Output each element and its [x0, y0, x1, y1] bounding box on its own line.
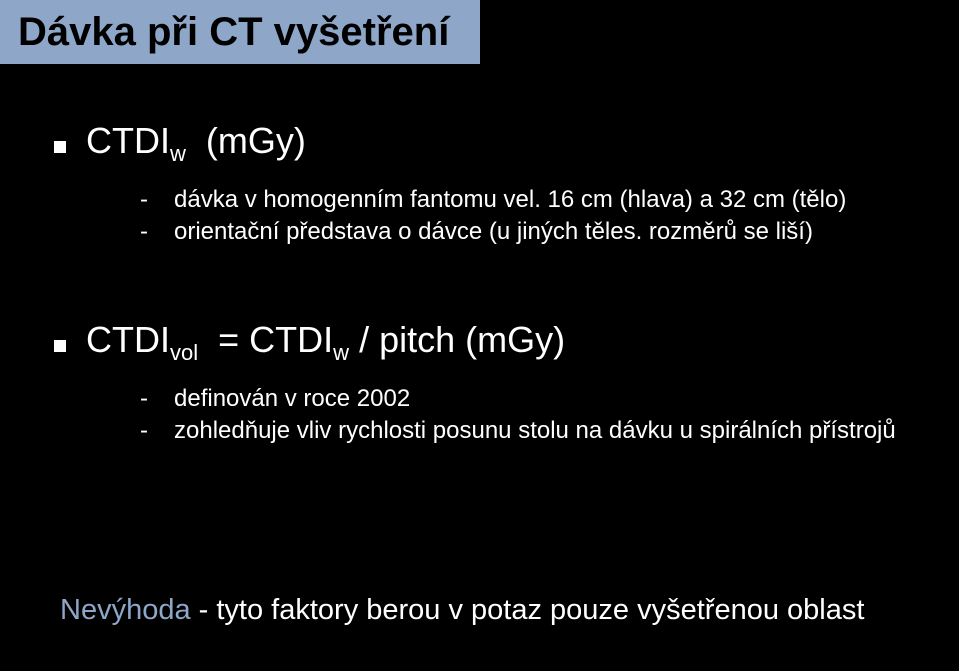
ctdi-unit: (mGy) [206, 120, 306, 161]
list-item: - definován v roce 2002 [140, 384, 919, 414]
content-area: CTDIw (mGy) - dávka v homogenním fantomu… [20, 120, 919, 448]
section1-sublist: - dávka v homogenním fantomu vel. 16 cm … [140, 185, 919, 247]
ctdi-sub: vol [170, 340, 198, 365]
dash-icon: - [140, 384, 152, 414]
list-item: - orientační představa o dávce (u jiných… [140, 217, 919, 247]
dash-icon: - [140, 217, 152, 247]
square-bullet-icon [54, 340, 66, 352]
ctdi-prefix: CTDI [86, 120, 170, 161]
title-bar: Dávka při CT vyšetření [0, 0, 480, 64]
section2-heading: CTDIvol = CTDIw / pitch (mGy) [86, 319, 565, 366]
list-item-text: dávka v homogenním fantomu vel. 16 cm (h… [174, 185, 846, 215]
slide-title: Dávka při CT vyšetření [18, 12, 449, 52]
footer-rest: - tyto faktory berou v potaz pouze vyšet… [191, 594, 865, 626]
ctdi-sub2: w [333, 340, 349, 365]
dash-icon: - [140, 185, 152, 215]
list-item-text: orientační představa o dávce (u jiných t… [174, 217, 813, 247]
list-item-text: zohledňuje vliv rychlosti posunu stolu n… [174, 416, 896, 446]
footer-highlight: Nevýhoda [60, 594, 191, 626]
section2-sublist: - definován v roce 2002 - zohledňuje vli… [140, 384, 919, 446]
ctdi-mid: = CTDI [218, 319, 333, 360]
section1-heading-row: CTDIw (mGy) [54, 120, 919, 167]
square-bullet-icon [54, 141, 66, 153]
section1-heading: CTDIw (mGy) [86, 120, 306, 167]
section2-heading-row: CTDIvol = CTDIw / pitch (mGy) [54, 319, 919, 366]
footer-note: Nevýhoda - tyto faktory berou v potaz po… [60, 594, 864, 627]
ctdi-prefix: CTDI [86, 319, 170, 360]
list-item: - dávka v homogenním fantomu vel. 16 cm … [140, 185, 919, 215]
dash-icon: - [140, 416, 152, 446]
list-item-text: definován v roce 2002 [174, 384, 410, 414]
ctdi-suffix: / pitch (mGy) [359, 319, 565, 360]
ctdi-sub: w [170, 141, 186, 166]
list-item: - zohledňuje vliv rychlosti posunu stolu… [140, 416, 919, 446]
slide: Dávka při CT vyšetření CTDIw (mGy) - dáv… [0, 0, 959, 671]
